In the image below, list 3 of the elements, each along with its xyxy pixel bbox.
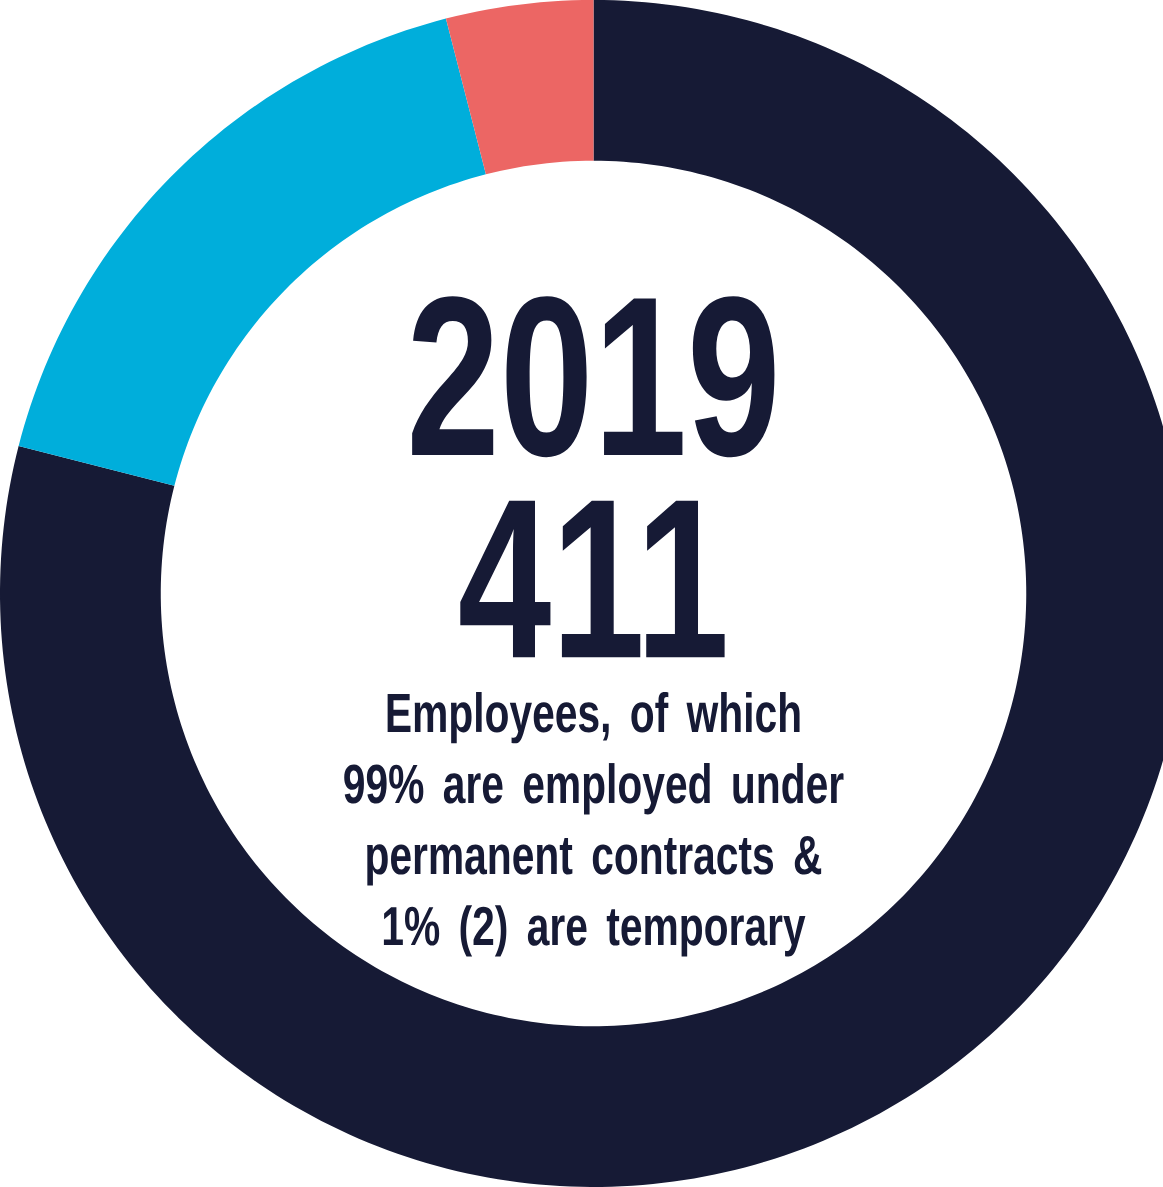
text: 2019 — [412, 296, 775, 458]
text: Employees, of which 99% are employed under permanent contracts & 1% (2) are temporary — [344, 691, 844, 957]
text: 411 — [460, 500, 725, 658]
